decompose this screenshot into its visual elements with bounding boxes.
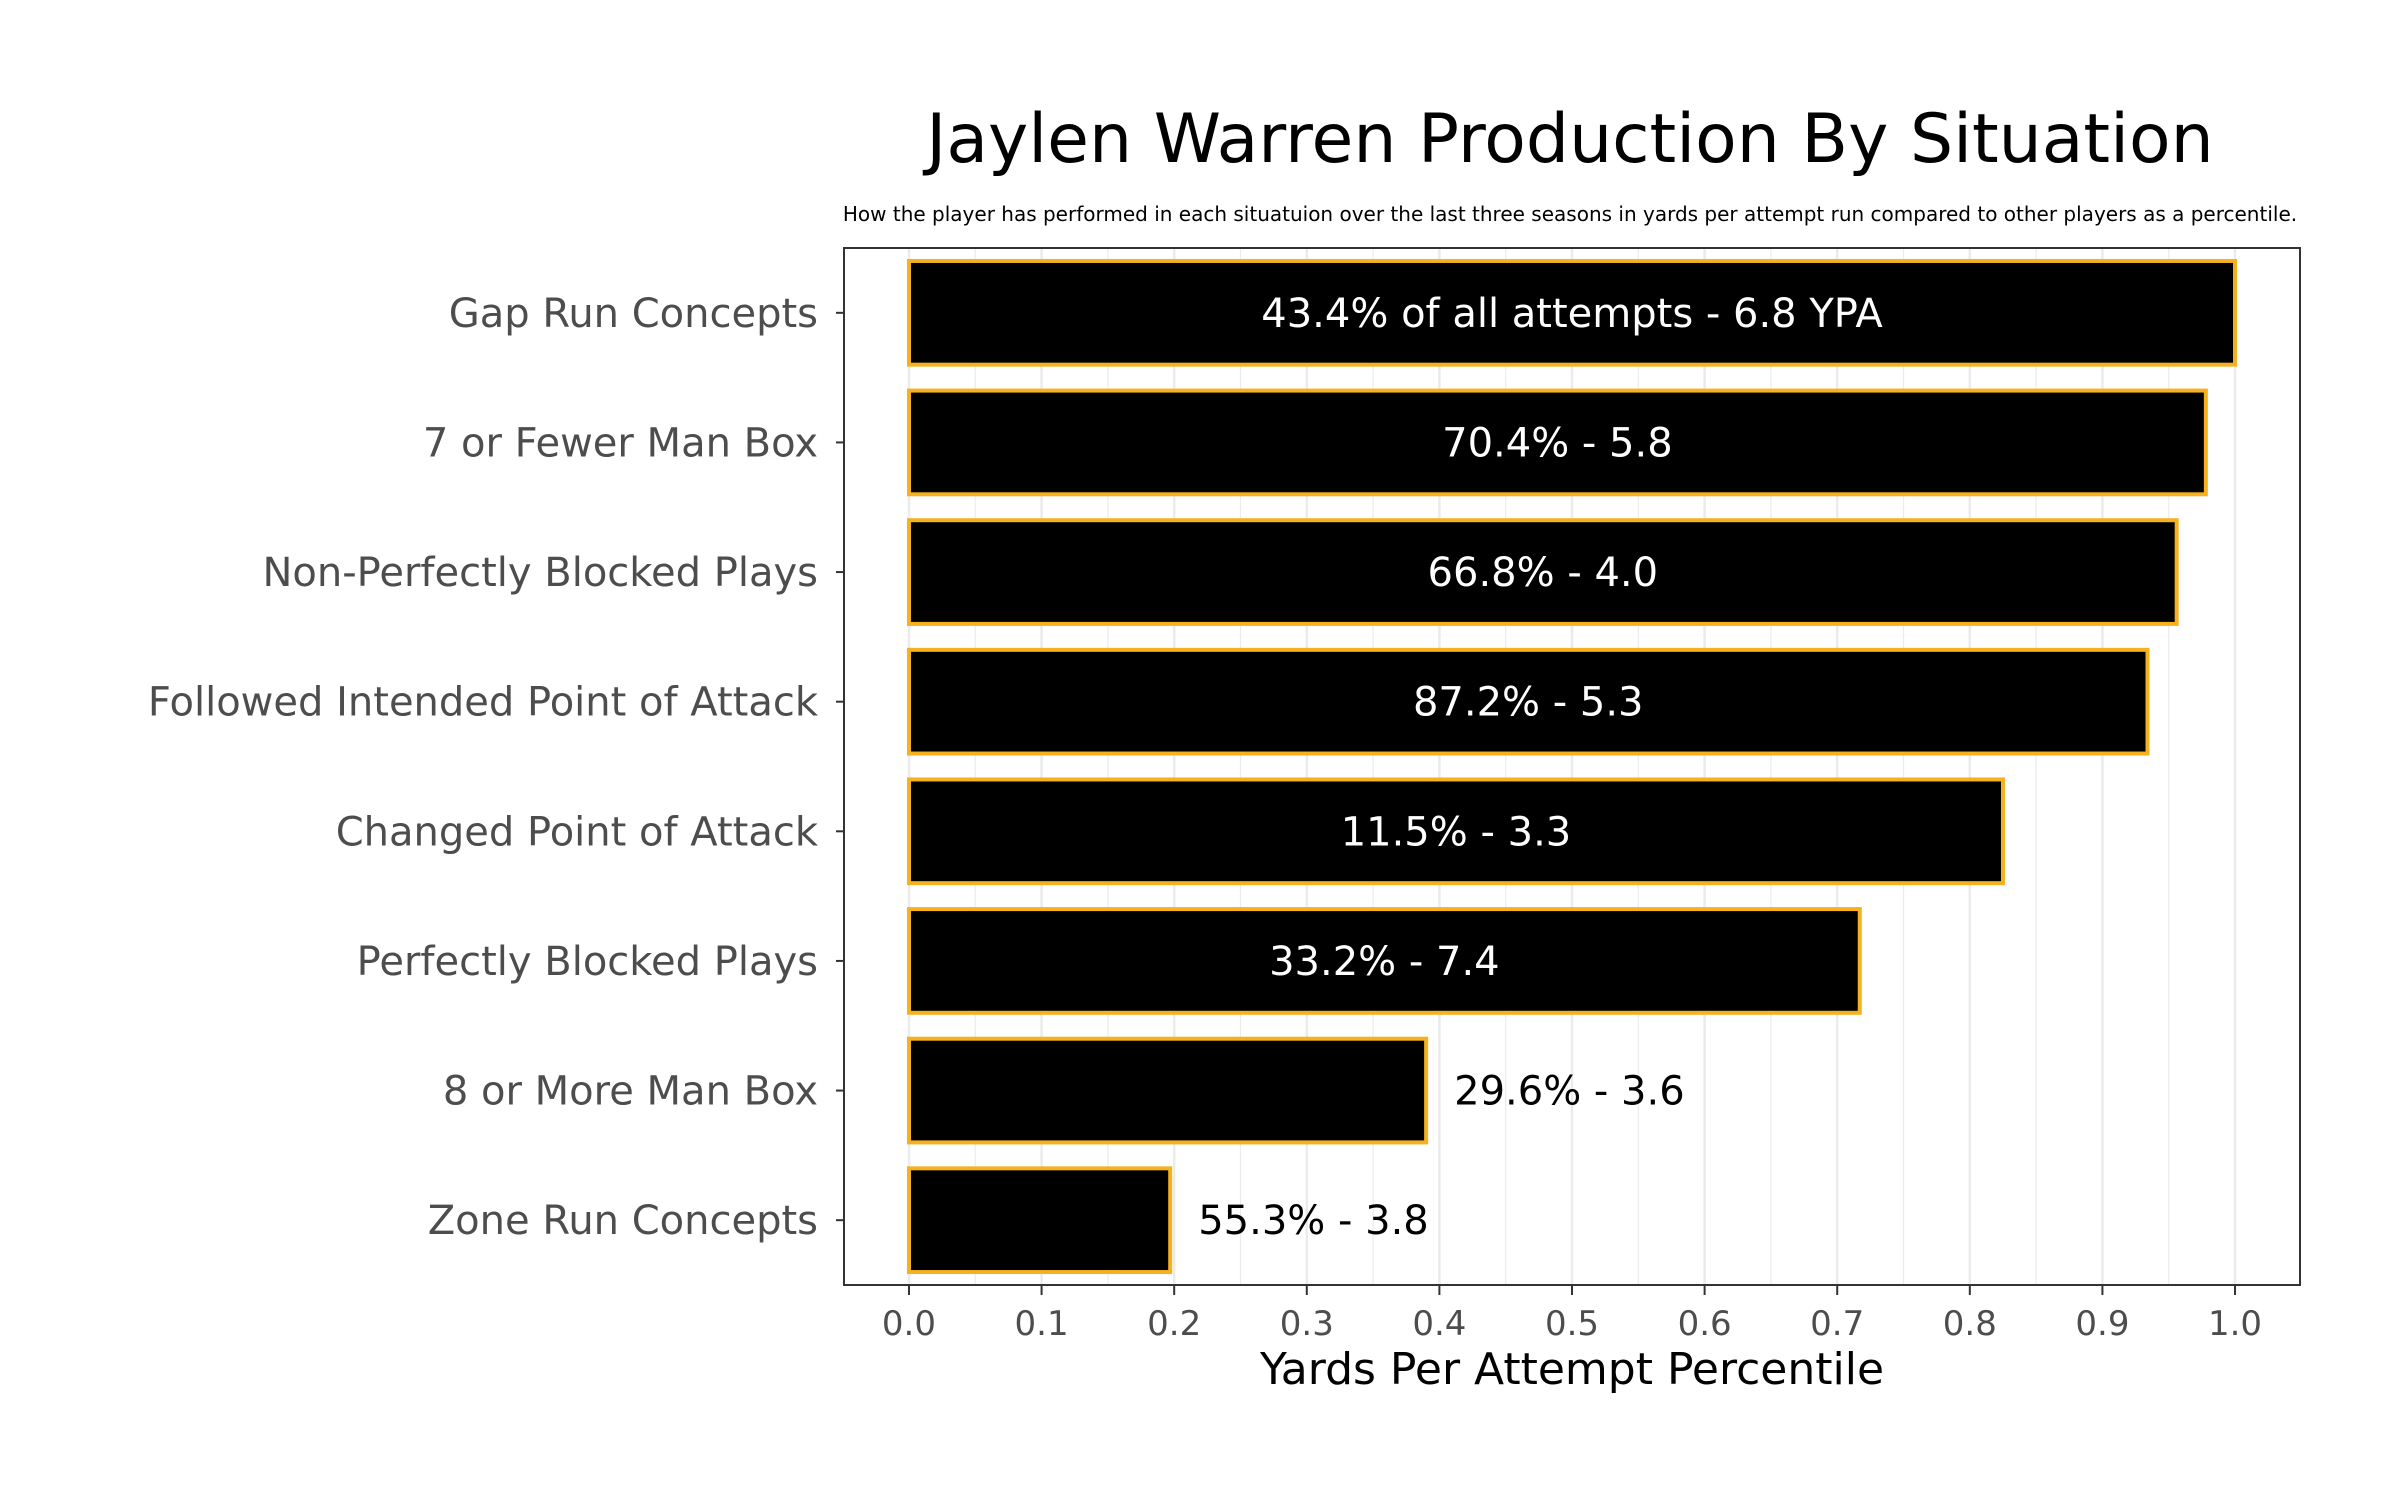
- x-tick-label: 1.0: [2208, 1304, 2262, 1344]
- bar: [906, 1166, 1173, 1275]
- bar-value-label: 33.2% - 7.4: [1269, 939, 1500, 985]
- x-tick-label: 0.0: [882, 1304, 936, 1344]
- y-tick-label: Non-Perfectly Blocked Plays: [262, 550, 818, 596]
- y-tick-label: Perfectly Blocked Plays: [357, 939, 818, 985]
- bar: [906, 258, 2238, 367]
- bar: [906, 777, 2005, 886]
- bar-value-label: 11.5% - 3.3: [1341, 809, 1572, 855]
- x-axis-ticks: 0.0 0.1 0.2 0.3 0.4 0.5 0.6 0.7 0.8 0.9 1.0: [882, 1285, 2262, 1344]
- chart-subtitle: How the player has performed in each sit…: [842, 202, 2298, 226]
- x-tick-label: 0.5: [1545, 1304, 1599, 1344]
- bar-value-label: 43.4% of all attempts - 6.8 YPA: [1261, 291, 1883, 337]
- bar: [906, 388, 2208, 497]
- bar-labels: 43.4% of all attempts - 6.8 YPA 70.4% - 5…: [1198, 291, 1883, 1244]
- x-tick-label: 0.1: [1015, 1304, 1069, 1344]
- bar-value-label: 55.3% - 3.8: [1198, 1198, 1429, 1244]
- x-tick-label: 0.8: [1943, 1304, 1997, 1344]
- bars: [906, 258, 2238, 1275]
- bar-value-label: 66.8% - 4.0: [1428, 550, 1659, 596]
- x-tick-label: 0.3: [1280, 1304, 1334, 1344]
- y-axis-ticks: Gap Run Concepts 7 or Fewer Man Box Non-Pe…: [148, 291, 844, 1244]
- y-tick-label: Gap Run Concepts: [449, 291, 818, 337]
- x-tick-label: 0.7: [1810, 1304, 1864, 1344]
- x-tick-label: 0.4: [1412, 1304, 1466, 1344]
- bar: [906, 1036, 1429, 1145]
- x-tick-label: 0.6: [1678, 1304, 1732, 1344]
- bar-value-label: 29.6% - 3.6: [1454, 1069, 1685, 1115]
- x-axis-label: Yards Per Attempt Percentile: [1259, 1344, 1884, 1395]
- bar: [906, 518, 2179, 626]
- x-tick-label: 0.9: [2075, 1304, 2129, 1344]
- y-tick-label: Followed Intended Point of Attack: [148, 680, 819, 726]
- bar-value-label: 70.4% - 5.8: [1442, 420, 1673, 466]
- y-tick-label: Zone Run Concepts: [428, 1198, 818, 1244]
- y-tick-label: 7 or Fewer Man Box: [423, 420, 818, 466]
- bar: [906, 907, 1862, 1015]
- chart-title: Jaylen Warren Production By Situation: [926, 100, 2214, 179]
- x-tick-label: 0.2: [1147, 1304, 1201, 1344]
- y-tick-label: 8 or More Man Box: [443, 1069, 818, 1115]
- bar-value-label: 87.2% - 5.3: [1413, 680, 1644, 726]
- y-tick-label: Changed Point of Attack: [336, 809, 819, 855]
- bar: [906, 647, 2150, 756]
